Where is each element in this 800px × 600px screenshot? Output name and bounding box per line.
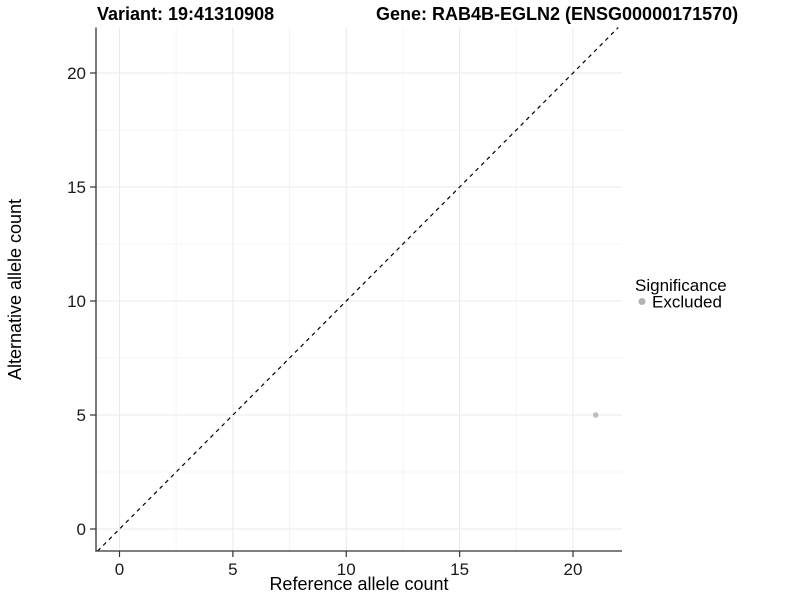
y-tick-label: 5 xyxy=(77,406,86,425)
x-tick-label: 15 xyxy=(450,560,469,579)
data-point xyxy=(592,412,599,418)
y-tick-label: 15 xyxy=(67,178,86,197)
x-tick-label: 20 xyxy=(564,560,583,579)
legend-key-dot xyxy=(638,298,646,305)
legend-title: Significance xyxy=(635,276,727,295)
y-tick-label: 0 xyxy=(77,520,86,539)
legend: Significance Excluded xyxy=(635,276,727,312)
x-tick-label: 5 xyxy=(228,560,237,579)
x-axis-title: Reference allele count xyxy=(269,574,448,594)
y-tick-label: 20 xyxy=(67,64,86,83)
variant-title: Variant: 19:41310908 xyxy=(97,4,274,24)
plot-area: 0 5 10 15 20 0 5 10 15 20 xyxy=(67,27,622,579)
identity-dashed-line xyxy=(97,27,619,552)
legend-item-label: Excluded xyxy=(652,293,722,312)
x-tick-label: 10 xyxy=(337,560,356,579)
y-axis-title: Alternative allele count xyxy=(5,199,25,380)
x-tick-label: 0 xyxy=(115,560,124,579)
gene-title: Gene: RAB4B-EGLN2 (ENSG00000171570) xyxy=(376,4,738,24)
y-tick-label: 10 xyxy=(67,292,86,311)
